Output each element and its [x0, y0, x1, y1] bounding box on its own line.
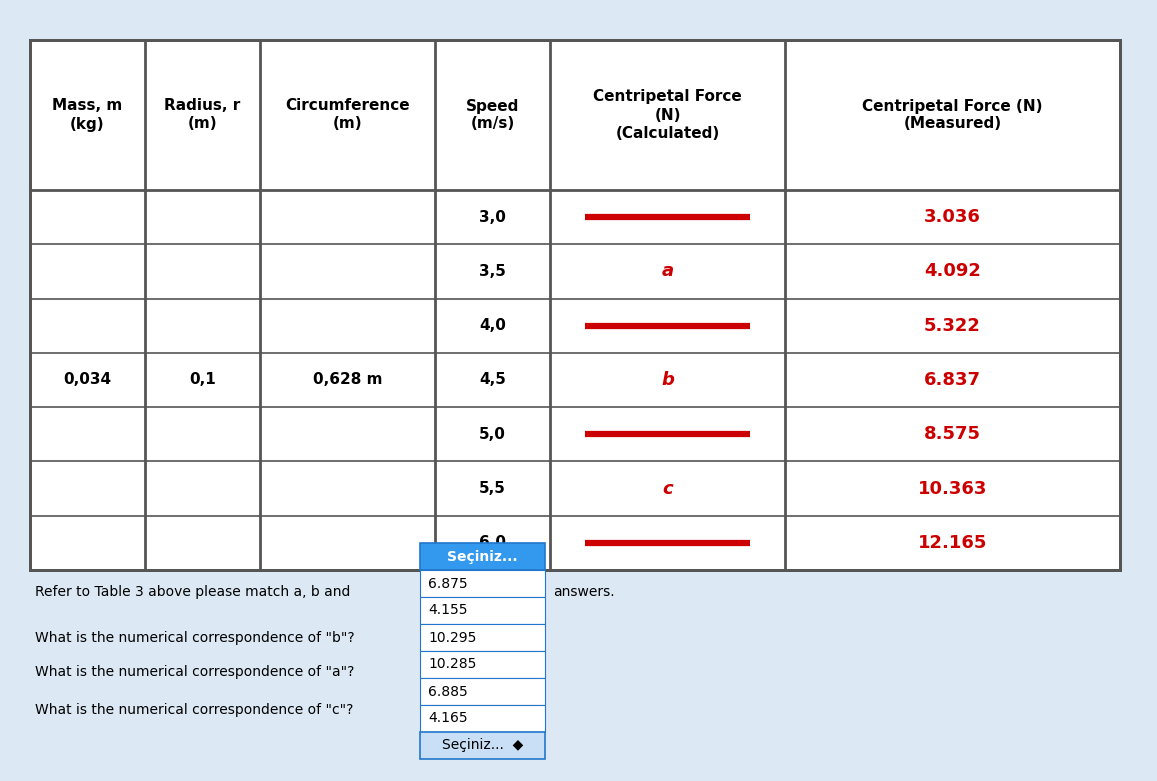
Text: 12.165: 12.165 [918, 534, 987, 552]
Text: 4.092: 4.092 [924, 262, 981, 280]
Text: 5,5: 5,5 [479, 481, 506, 496]
Text: What is the numerical correspondence of "a"?: What is the numerical correspondence of … [35, 665, 354, 679]
Text: 3,5: 3,5 [479, 264, 506, 279]
Text: (kg): (kg) [71, 116, 105, 131]
Text: 6.875: 6.875 [428, 576, 467, 590]
Bar [420, 732, 545, 759]
Text: (m): (m) [187, 116, 218, 131]
Bar [420, 678, 545, 705]
Text: (Calculated): (Calculated) [616, 126, 720, 141]
Text: Speed: Speed [466, 98, 519, 113]
Bar [420, 570, 545, 597]
Bar [420, 705, 545, 732]
Bar [30, 40, 1120, 570]
Text: Seçiniz...: Seçiniz... [448, 550, 518, 564]
Text: 6,0: 6,0 [479, 535, 506, 551]
Text: 0,1: 0,1 [189, 373, 216, 387]
Text: 6.885: 6.885 [428, 684, 467, 698]
Text: (m): (m) [333, 116, 362, 131]
Text: 8.575: 8.575 [924, 426, 981, 444]
Text: Seçiniz...  ◆: Seçiniz... ◆ [442, 739, 523, 753]
Text: 3.036: 3.036 [924, 209, 981, 226]
Bar [420, 624, 545, 651]
Text: 10.363: 10.363 [918, 480, 987, 497]
Text: Mass, m: Mass, m [52, 98, 123, 113]
Text: Radius, r: Radius, r [164, 98, 241, 113]
Text: a: a [662, 262, 673, 280]
Text: c: c [662, 480, 673, 497]
Text: 4.155: 4.155 [428, 604, 467, 618]
Text: What is the numerical correspondence of "c"?: What is the numerical correspondence of … [35, 703, 353, 717]
Text: 5.322: 5.322 [924, 317, 981, 335]
Text: Centripetal Force (N): Centripetal Force (N) [862, 98, 1042, 113]
Text: b: b [661, 371, 673, 389]
Text: (N): (N) [654, 108, 680, 123]
Text: Circumference: Circumference [285, 98, 410, 113]
Text: 5,0: 5,0 [479, 426, 506, 442]
Text: 0,034: 0,034 [64, 373, 111, 387]
Text: 4,5: 4,5 [479, 373, 506, 387]
Text: 10.285: 10.285 [428, 658, 477, 672]
Text: 0,628 m: 0,628 m [312, 373, 382, 387]
Text: answers.: answers. [553, 585, 614, 599]
Text: (Measured): (Measured) [904, 116, 1002, 131]
Bar [420, 543, 545, 570]
Text: 10.295: 10.295 [428, 630, 477, 644]
Text: 6.837: 6.837 [924, 371, 981, 389]
Text: Refer to Table 3 above please match a, b and: Refer to Table 3 above please match a, b… [35, 585, 351, 599]
Text: What is the numerical correspondence of "b"?: What is the numerical correspondence of … [35, 631, 355, 645]
Bar [420, 651, 545, 678]
Text: (m/s): (m/s) [471, 116, 515, 131]
Text: 4.165: 4.165 [428, 711, 467, 726]
Text: Centripetal Force: Centripetal Force [594, 90, 742, 105]
Text: 3,0: 3,0 [479, 209, 506, 225]
Text: 4,0: 4,0 [479, 318, 506, 333]
Bar [420, 597, 545, 624]
